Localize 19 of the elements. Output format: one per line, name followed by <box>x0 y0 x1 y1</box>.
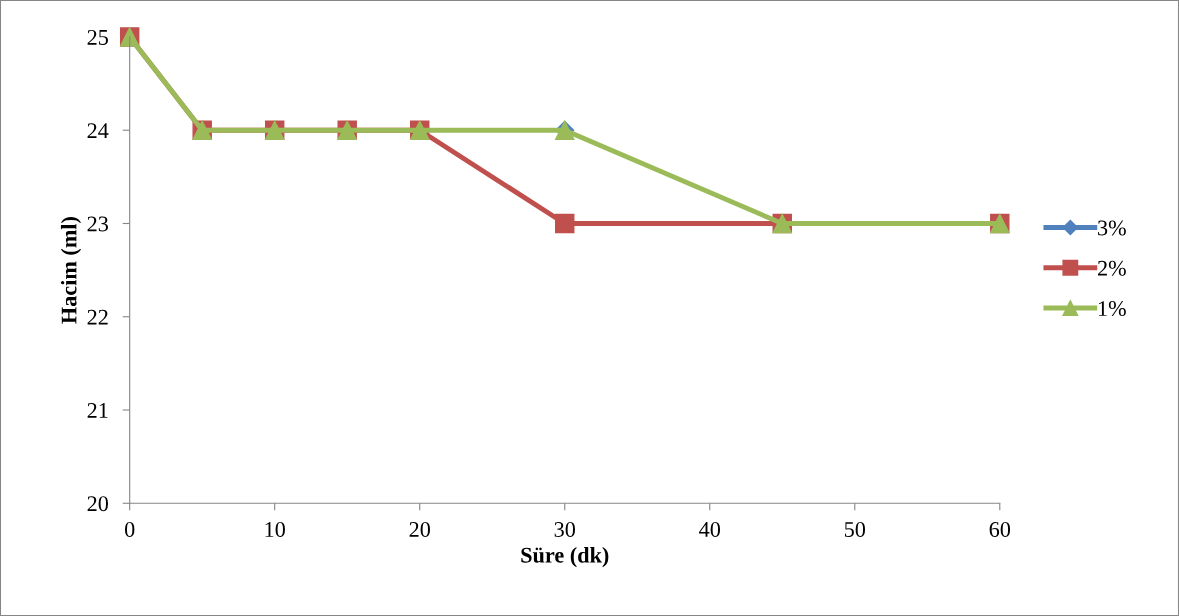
x-tick-label: 30 <box>554 521 575 537</box>
x-tick-label: 60 <box>989 521 1011 537</box>
x-tick-label: 50 <box>844 521 866 537</box>
legend-label: 2% <box>1097 260 1126 276</box>
x-tick-label: 20 <box>409 521 430 537</box>
x-axis-title: Süre (dk) <box>521 547 609 568</box>
legend-label: 3% <box>1098 220 1126 236</box>
x-tick-label: 40 <box>699 521 721 537</box>
y-tick-label: 23 <box>87 216 108 232</box>
y-tick-label: 24 <box>87 123 109 138</box>
y-tick-label: 21 <box>87 403 108 418</box>
point <box>555 213 575 234</box>
y-tick-label: 22 <box>87 309 108 325</box>
x-tick-label: 10 <box>265 521 285 537</box>
y-tick-label: 20 <box>87 496 109 512</box>
x-tick-label: 0 <box>124 521 135 537</box>
y-tick-label: 25 <box>87 29 108 45</box>
legend-label: 1% <box>1098 301 1126 317</box>
y-axis-title: Hacim (ml) <box>60 217 82 324</box>
